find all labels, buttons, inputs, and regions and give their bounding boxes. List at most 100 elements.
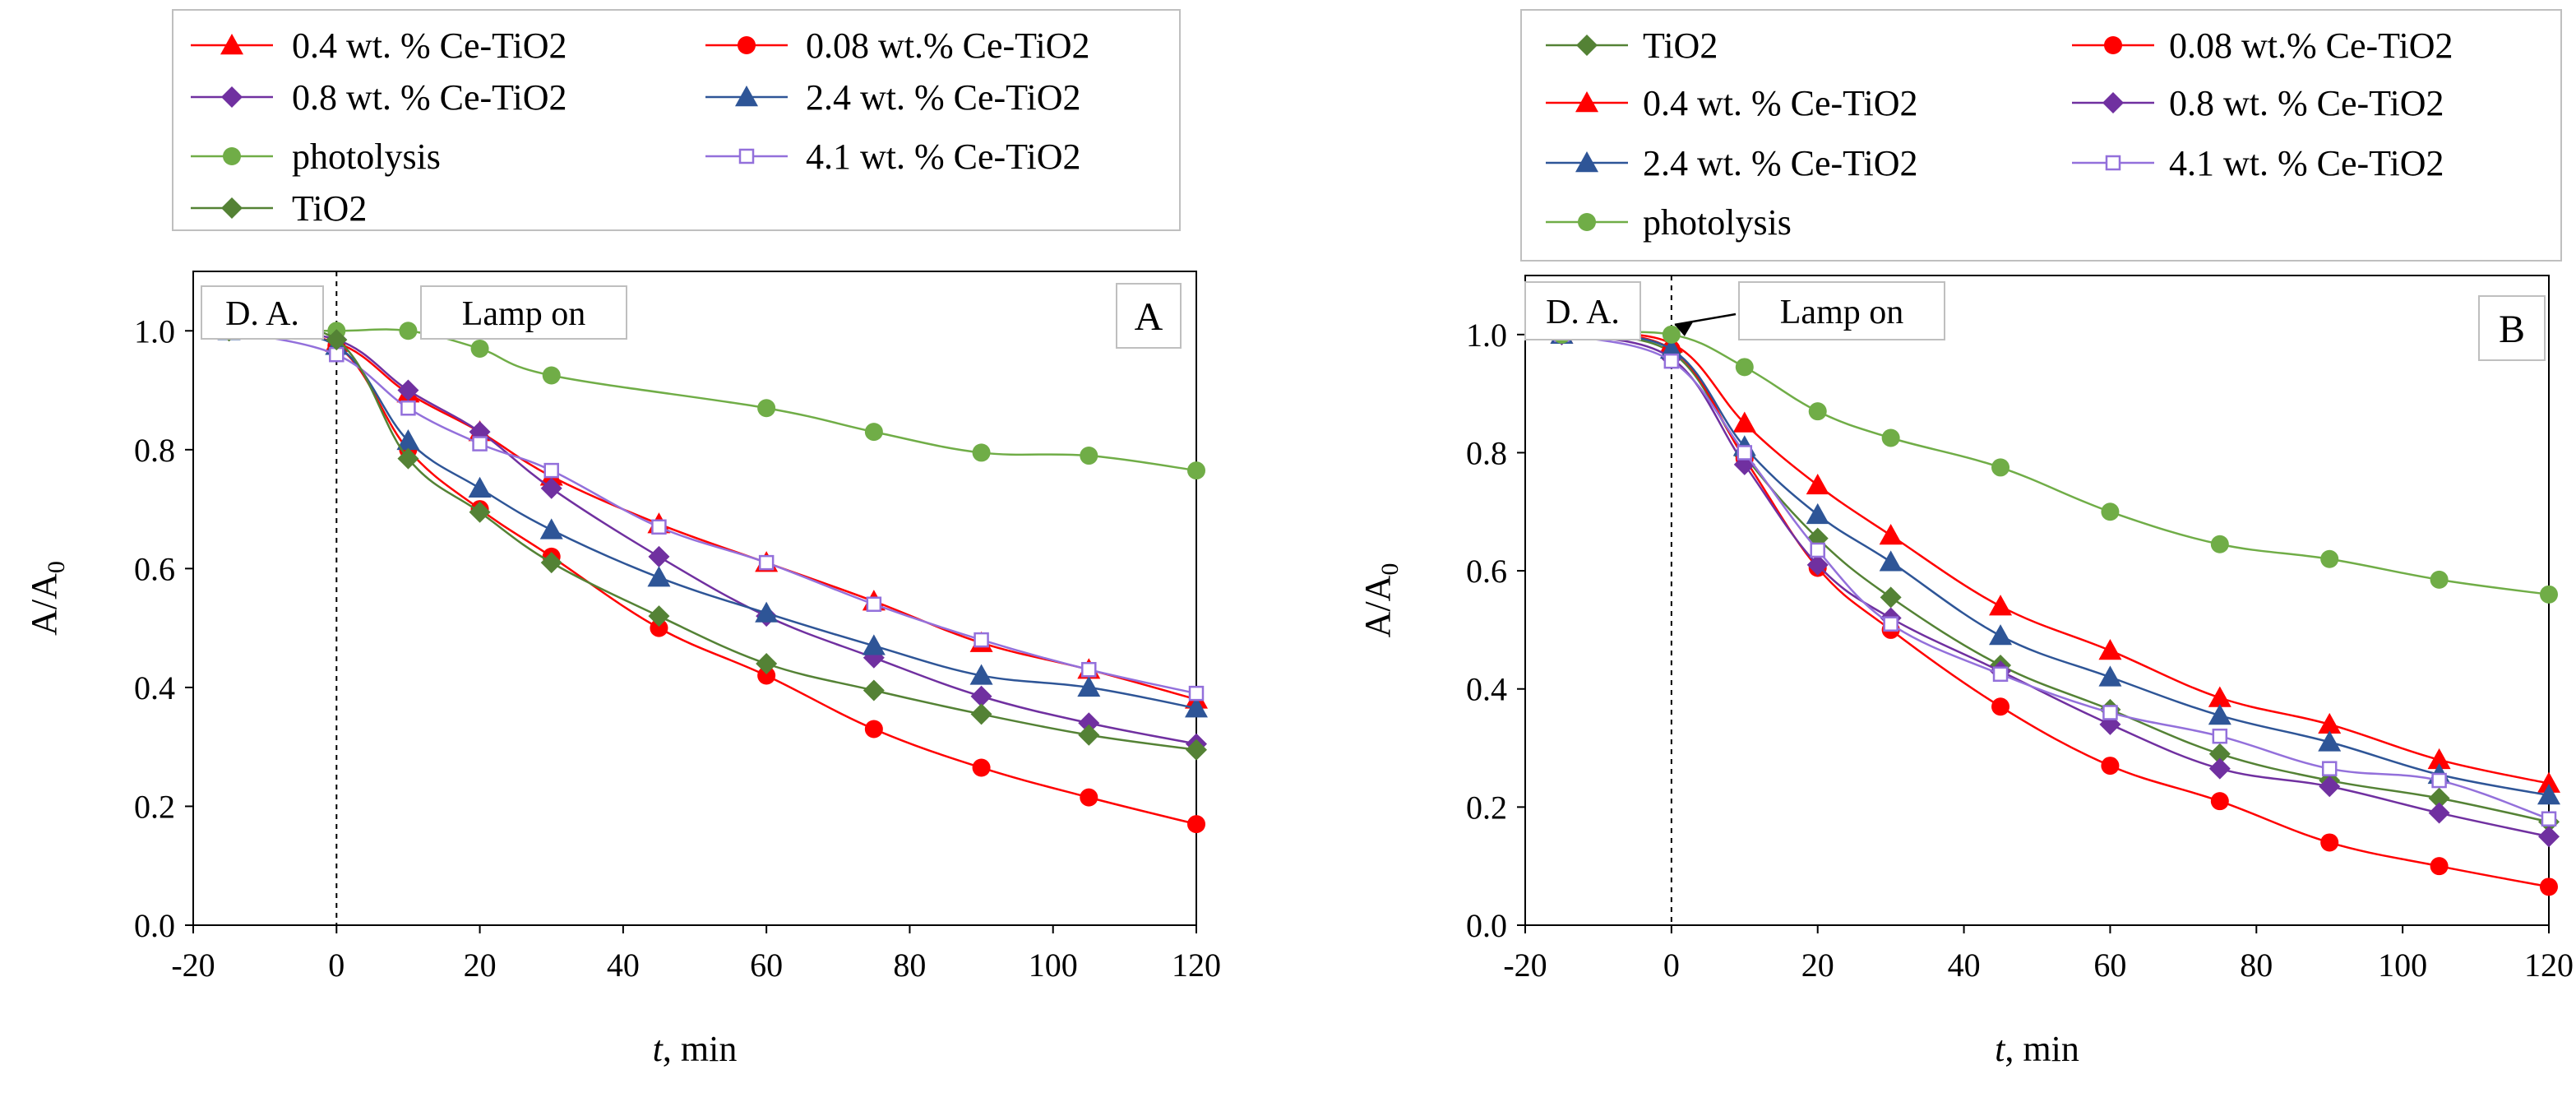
data-point bbox=[1663, 353, 1680, 369]
data-point bbox=[1185, 697, 1208, 718]
x-tick-label: 100 bbox=[2378, 947, 2427, 984]
data-point bbox=[2431, 772, 2447, 789]
x-tick-label: 40 bbox=[1948, 947, 1981, 984]
data-point bbox=[974, 632, 989, 648]
data-point bbox=[1881, 428, 1900, 447]
data-point bbox=[468, 476, 492, 498]
series-4-1-wt-ce-tio2 bbox=[1554, 326, 2557, 826]
data-point bbox=[1188, 685, 1205, 701]
series-photolysis bbox=[1552, 325, 2558, 604]
data-point bbox=[1991, 697, 2010, 716]
data-point bbox=[1186, 739, 1207, 761]
legend-label: 4.1 wt. % Ce-TiO2 bbox=[806, 137, 1081, 177]
data-point bbox=[862, 634, 886, 655]
data-point bbox=[2538, 826, 2560, 848]
data-point bbox=[2318, 730, 2342, 752]
panel-b: 0.0 0.2 0.4 0.6 0.8 1.0 -20 0 20 40 60 80 100 120 t, m… bbox=[1357, 9, 2574, 1069]
y-tick-label: 0.4 bbox=[1466, 671, 1507, 708]
data-point bbox=[758, 554, 775, 571]
data-point bbox=[648, 545, 670, 567]
data-point bbox=[1732, 411, 1756, 433]
legend-entry: TiO2 bbox=[191, 188, 367, 229]
legend-entry: 4.1 wt. % Ce-TiO2 bbox=[705, 137, 1081, 177]
y-axis-label: A/A0 bbox=[24, 561, 70, 636]
data-point bbox=[970, 685, 992, 707]
data-point bbox=[648, 605, 670, 627]
legend-label: 0.4 wt. % Ce-TiO2 bbox=[1643, 83, 1918, 123]
data-point bbox=[399, 322, 418, 340]
data-point bbox=[2208, 686, 2231, 707]
x-axis-label: t, min bbox=[653, 1029, 738, 1069]
lamp-on-label: Lamp on bbox=[462, 295, 585, 333]
x-tick-label: 20 bbox=[1801, 947, 1834, 984]
data-point bbox=[863, 679, 885, 701]
data-point bbox=[400, 400, 416, 416]
y-tick-label: 0.2 bbox=[134, 788, 175, 825]
data-point bbox=[2537, 771, 2560, 793]
legend-label: photolysis bbox=[292, 137, 441, 177]
series-2-4-wt-ce-tio2 bbox=[1550, 322, 2560, 805]
legend-label: 0.08 wt.% Ce-TiO2 bbox=[806, 25, 1090, 66]
data-point bbox=[470, 339, 489, 358]
data-point bbox=[756, 653, 778, 674]
data-point bbox=[1078, 724, 1100, 746]
series-0-08-wt-ce-tio2 bbox=[1552, 325, 2558, 896]
arrow-head-icon bbox=[1674, 322, 1693, 336]
data-point bbox=[540, 477, 562, 499]
dark-adsorption-annotation: D. A. bbox=[201, 285, 324, 340]
data-point bbox=[2098, 665, 2122, 687]
panel-label: A bbox=[1135, 295, 1163, 339]
y-tick-label: 0.6 bbox=[1466, 553, 1507, 590]
y-tick-label: 0.0 bbox=[134, 907, 175, 944]
legend-marker bbox=[1578, 213, 1596, 231]
data-point bbox=[2319, 776, 2341, 798]
data-point bbox=[1879, 524, 1903, 545]
data-point bbox=[2430, 570, 2449, 589]
data-point bbox=[397, 447, 419, 470]
y-axis-label: A/A0 bbox=[1357, 563, 1404, 638]
x-tick-label: -20 bbox=[1503, 947, 1547, 984]
legend-marker bbox=[2105, 155, 2121, 171]
series-line bbox=[229, 330, 1197, 701]
series-tio2 bbox=[1551, 323, 2560, 833]
data-point bbox=[2428, 802, 2450, 824]
data-point bbox=[2318, 712, 2342, 734]
data-point bbox=[1989, 624, 2013, 646]
x-tick-label: 120 bbox=[1172, 947, 1221, 984]
legend-entry: 0.4 wt. % Ce-TiO2 bbox=[1546, 83, 1918, 123]
legend-frame bbox=[1520, 9, 2562, 262]
legend-entry: TiO2 bbox=[1546, 25, 1718, 66]
data-point bbox=[326, 329, 348, 351]
data-point bbox=[1991, 458, 2010, 477]
data-point bbox=[866, 596, 882, 612]
series-0-4-wt-ce-tio2 bbox=[1550, 322, 2560, 793]
legend-label: 2.4 wt. % Ce-TiO2 bbox=[806, 77, 1081, 118]
lamp-on-label: Lamp on bbox=[1780, 294, 1903, 331]
data-point bbox=[469, 501, 491, 523]
series-line bbox=[229, 328, 1197, 472]
dark-adsorption-label: D. A. bbox=[1546, 294, 1620, 331]
legend-marker bbox=[738, 36, 756, 54]
data-point bbox=[2321, 761, 2338, 776]
data-point bbox=[542, 366, 561, 385]
legend: TiO2 0.08 wt.% Ce-TiO2 0.4 wt. % Ce-TiO2 0.… bbox=[1520, 9, 2562, 262]
data-point bbox=[1081, 661, 1097, 678]
data-point bbox=[755, 601, 779, 623]
data-point bbox=[539, 518, 563, 539]
data-point bbox=[757, 666, 776, 685]
legend-entry: photolysis bbox=[1546, 202, 1792, 243]
data-point bbox=[1806, 473, 1829, 495]
data-point bbox=[972, 443, 991, 462]
lamp-on-arrow-shaft bbox=[1674, 313, 1737, 326]
data-point bbox=[2320, 833, 2339, 852]
data-point bbox=[2537, 784, 2560, 805]
legend: 0.4 wt. % Ce-TiO2 0.08 wt.% Ce-TiO2 0.8 wt… bbox=[172, 9, 1181, 231]
x-tick-label: 0 bbox=[328, 947, 345, 984]
data-point bbox=[1077, 675, 1101, 697]
series-photolysis bbox=[220, 322, 1205, 480]
data-point bbox=[2101, 757, 2120, 776]
x-tick-label: 120 bbox=[2524, 947, 2574, 984]
x-tick-label: 0 bbox=[1663, 947, 1680, 984]
legend-label: 0.8 wt. % Ce-TiO2 bbox=[292, 77, 567, 118]
